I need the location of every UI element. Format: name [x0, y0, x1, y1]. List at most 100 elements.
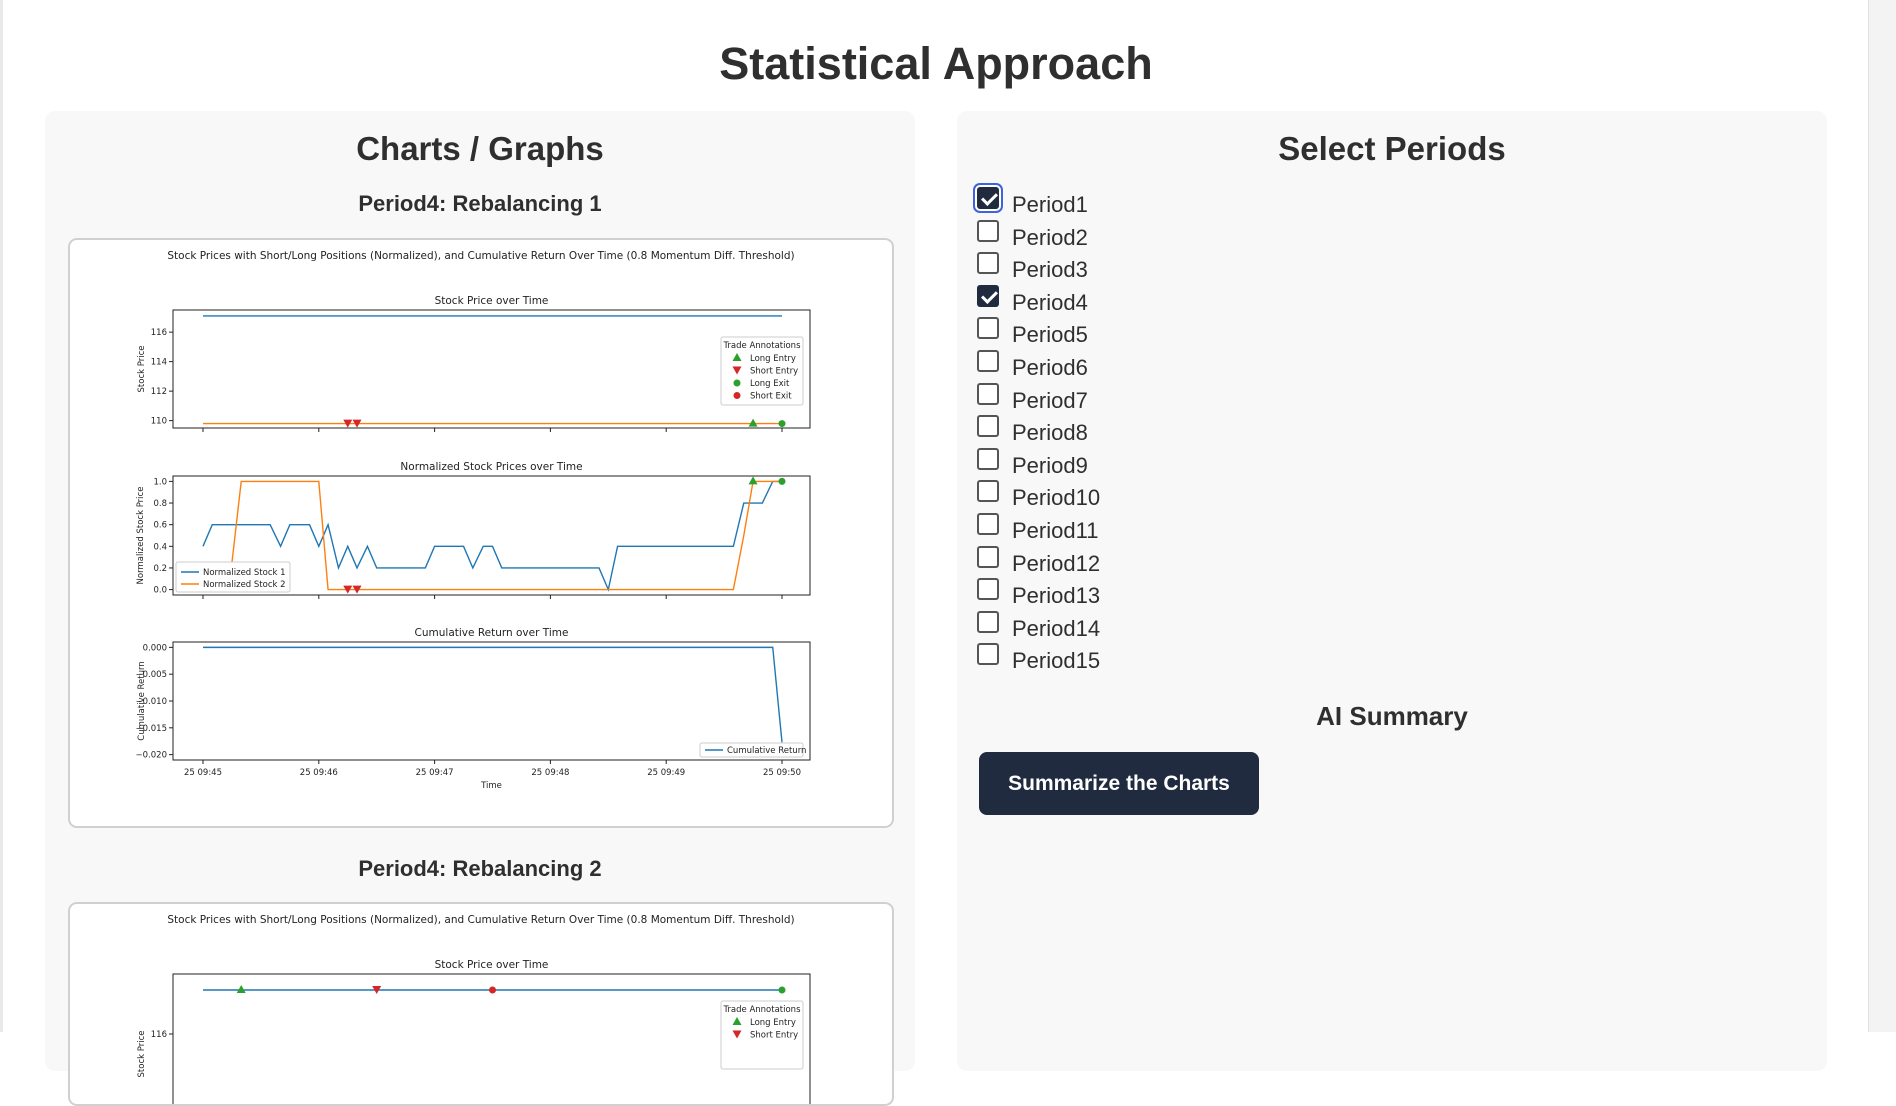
chart-suptitle: Stock Prices with Short/Long Positions (…: [167, 914, 794, 926]
period-option-8[interactable]: Period8: [977, 415, 1377, 449]
periods-panel: Select Periods Period1 Period2 Period3 Peri…: [957, 111, 1827, 1071]
return-subplot-ytick-label: 0.000: [143, 643, 167, 653]
period-checkbox-8[interactable]: [977, 415, 999, 438]
return-xtick-label: 25 09:49: [647, 768, 685, 778]
chart-1-image: Stock Prices with Short/Long Positions (…: [68, 238, 894, 828]
long-entry-marker: [748, 476, 758, 485]
charts-panel-heading: Charts / Graphs: [356, 130, 604, 167]
period-checkbox-1[interactable]: [977, 187, 999, 209]
page-edge-left: [0, 0, 3, 1032]
short-entry-marker: [352, 419, 362, 428]
return-xtick-label: 25 09:45: [184, 768, 222, 778]
trade-legend-title: Trade Annotations: [722, 1005, 801, 1015]
period-checkbox-11[interactable]: [977, 512, 999, 535]
period-option-14[interactable]: Period14: [977, 610, 1377, 645]
period-checkbox-9[interactable]: [977, 447, 999, 470]
normalized-subplot-ytick-label: 0.0: [153, 586, 167, 596]
trade-legend-entry: Long Exit: [750, 379, 790, 389]
page-title: Statistical Approach: [719, 38, 1153, 89]
short-exit-marker: [489, 986, 496, 994]
normalized-series-1-line: [202, 480, 782, 592]
normalized-legend-entry: Normalized Stock 2: [203, 580, 286, 590]
long-exit-marker: [778, 420, 786, 428]
return-xtick-label: 25 09:48: [531, 768, 569, 778]
short-entry-marker: [343, 419, 353, 428]
period-checkbox-6[interactable]: [977, 349, 999, 372]
period-label-10: Period10: [1012, 485, 1101, 511]
period-label-1: Period1: [1012, 192, 1088, 217]
charts-panel: Charts / Graphs Period4: Rebalancing 1 S…: [45, 111, 915, 1106]
period-label-11: Period11: [1012, 517, 1099, 543]
period-option-9[interactable]: Period9: [977, 447, 1377, 482]
period-checkbox-14[interactable]: [977, 610, 999, 633]
period-checkbox-5[interactable]: [977, 317, 999, 340]
chart-2-figure: Stock Prices with Short/Long Positions (…: [137, 914, 811, 1104]
normalized-subplot-ytick-label: 0.4: [153, 542, 167, 552]
period-label-12: Period12: [1012, 550, 1101, 576]
period-option-12[interactable]: Period12: [977, 545, 1377, 580]
price-subplot-ytick-label: 112: [151, 387, 167, 397]
normalized-subplot-title: Normalized Stock Prices over Time: [400, 461, 582, 473]
chart-suptitle: Stock Prices with Short/Long Positions (…: [167, 250, 794, 262]
chart-2-image: Stock Prices with Short/Long Positions (…: [68, 902, 894, 1106]
period-checkbox-15[interactable]: [977, 643, 999, 666]
period-option-7[interactable]: Period7: [977, 382, 1377, 417]
period-option-1[interactable]: Period1: [977, 187, 1377, 221]
price-subplot-axes-box: [172, 973, 811, 1104]
period-option-13[interactable]: Period13: [977, 578, 1377, 612]
period-checkbox-4[interactable]: [977, 284, 999, 307]
period-option-10[interactable]: Period10: [977, 480, 1377, 514]
period-option-2[interactable]: Period2: [977, 219, 1377, 254]
period-option-4[interactable]: Period4: [977, 284, 1377, 319]
return-subplot-axes-box: [172, 641, 811, 761]
page-scrollbar-track[interactable]: [1868, 0, 1896, 1032]
period-checkbox-13[interactable]: [977, 578, 999, 601]
period-label-15: Period15: [1012, 648, 1101, 674]
period-option-15[interactable]: Period15: [977, 643, 1377, 677]
period-checkbox-2[interactable]: [977, 219, 999, 242]
return-subplot-ylabel: Cumulative Return: [137, 661, 147, 740]
long-entry-marker: [732, 1017, 742, 1025]
period-option-3[interactable]: Period3: [977, 252, 1377, 286]
long-entry-marker: [748, 418, 758, 427]
return-subplot-ytick-label: −0.005: [136, 670, 167, 680]
period-label-5: Period5: [1012, 322, 1088, 348]
price-subplot-ylabel: Stock Price: [137, 1031, 147, 1078]
trade-legend-box: [720, 336, 804, 406]
period-option-11[interactable]: Period11: [977, 512, 1377, 547]
normalized-subplot-ytick-label: 1.0: [153, 477, 167, 487]
period-checkbox-list: Period1 Period2 Period3 Period4 Period5 Perio…: [977, 187, 1377, 677]
short-exit-marker: [733, 392, 741, 399]
normalized-subplot-ytick-label: 0.8: [153, 499, 167, 509]
chart-2-title: Period4: Rebalancing 2: [358, 856, 602, 881]
period-checkbox-3[interactable]: [977, 252, 999, 275]
return-xtick-label: 25 09:47: [416, 768, 454, 778]
period-label-3: Period3: [1012, 257, 1088, 283]
trade-legend-entry: Long Entry: [750, 1018, 796, 1028]
trade-legend-entry: Short Entry: [750, 367, 798, 377]
normalized-legend-box: [175, 561, 291, 593]
return-legend-entry: Cumulative Return: [727, 746, 806, 756]
short-entry-marker: [352, 585, 362, 594]
price-subplot-axes-box: [172, 309, 811, 429]
period-option-6[interactable]: Period6: [977, 349, 1377, 384]
return-xlabel: Time: [480, 781, 502, 791]
period-option-5[interactable]: Period5: [977, 317, 1377, 351]
summarize-charts-button[interactable]: Summarize the Charts: [979, 752, 1259, 815]
period-checkbox-7[interactable]: [977, 382, 999, 405]
period-checkbox-10[interactable]: [977, 480, 999, 503]
trade-legend-title: Trade Annotations: [722, 341, 801, 351]
normalized-subplot-ylabel: Normalized Stock Price: [136, 487, 146, 585]
return-xtick-label: 25 09:46: [300, 768, 338, 778]
period-label-9: Period9: [1012, 452, 1088, 478]
return-subplot-ytick-label: −0.020: [136, 751, 167, 761]
short-entry-marker: [732, 366, 742, 375]
long-exit-marker: [733, 379, 741, 387]
chart-1-title: Period4: Rebalancing 1: [358, 191, 602, 216]
short-entry-marker: [343, 585, 353, 594]
period-checkbox-12[interactable]: [977, 545, 999, 568]
trade-legend-entry: Short Entry: [750, 1031, 798, 1041]
normalized-series-2-line: [203, 480, 782, 591]
price-subplot-title: Stock Price over Time: [435, 959, 549, 971]
period-label-14: Period14: [1012, 615, 1101, 641]
